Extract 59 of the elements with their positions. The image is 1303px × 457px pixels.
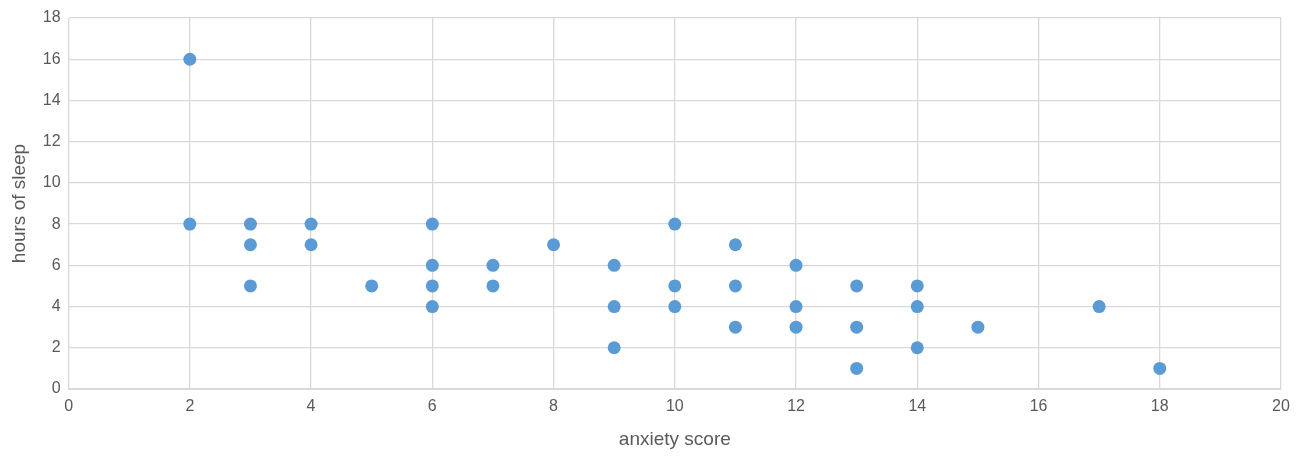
x-tick-label: 6 bbox=[427, 397, 437, 415]
point bbox=[607, 300, 621, 314]
x-axis-title: anxiety score bbox=[618, 427, 731, 449]
point bbox=[183, 52, 197, 66]
point bbox=[668, 300, 682, 314]
point bbox=[243, 279, 257, 293]
y-tick-label: 14 bbox=[42, 90, 61, 108]
point bbox=[243, 217, 257, 231]
y-tick-label: 2 bbox=[51, 338, 61, 356]
x-tick-label: 12 bbox=[787, 397, 806, 415]
point bbox=[728, 279, 742, 293]
point bbox=[425, 279, 439, 293]
y-tick-label: 6 bbox=[51, 255, 61, 273]
point bbox=[607, 341, 621, 355]
point bbox=[789, 300, 803, 314]
point bbox=[910, 300, 924, 314]
point bbox=[910, 279, 924, 293]
point bbox=[1153, 361, 1167, 375]
point bbox=[850, 279, 864, 293]
x-tick-label: 0 bbox=[64, 397, 74, 415]
y-tick-label: 4 bbox=[51, 296, 61, 314]
point bbox=[425, 258, 439, 272]
y-tick-label: 8 bbox=[51, 214, 61, 232]
x-tick-label: 10 bbox=[665, 397, 684, 415]
x-tick-label: 4 bbox=[306, 397, 316, 415]
y-axis-title: hours of sleep bbox=[7, 143, 29, 264]
point bbox=[789, 258, 803, 272]
point bbox=[486, 258, 500, 272]
point bbox=[486, 279, 500, 293]
x-tick-label: 18 bbox=[1150, 397, 1169, 415]
point bbox=[547, 238, 561, 252]
point bbox=[183, 217, 197, 231]
y-tick-label: 0 bbox=[51, 379, 61, 397]
point bbox=[304, 238, 318, 252]
y-tick-label: 16 bbox=[42, 49, 61, 67]
point bbox=[365, 279, 379, 293]
point bbox=[607, 258, 621, 272]
point bbox=[668, 279, 682, 293]
point bbox=[1092, 300, 1106, 314]
point bbox=[850, 320, 864, 334]
y-tick-label: 10 bbox=[42, 173, 61, 191]
x-tick-label: 8 bbox=[549, 397, 559, 415]
point bbox=[425, 300, 439, 314]
y-tick-label: 12 bbox=[42, 132, 61, 150]
point bbox=[971, 320, 985, 334]
point bbox=[850, 361, 864, 375]
point bbox=[304, 217, 318, 231]
point bbox=[789, 320, 803, 334]
x-tick-label: 16 bbox=[1029, 397, 1048, 415]
x-tick-label: 2 bbox=[185, 397, 195, 415]
x-tick-label: 14 bbox=[908, 397, 927, 415]
point bbox=[728, 320, 742, 334]
x-tick-label: 20 bbox=[1272, 397, 1290, 415]
point bbox=[728, 238, 742, 252]
y-tick-label: 18 bbox=[42, 8, 61, 26]
point bbox=[910, 341, 924, 355]
point bbox=[425, 217, 439, 231]
point bbox=[243, 238, 257, 252]
point bbox=[668, 217, 682, 231]
